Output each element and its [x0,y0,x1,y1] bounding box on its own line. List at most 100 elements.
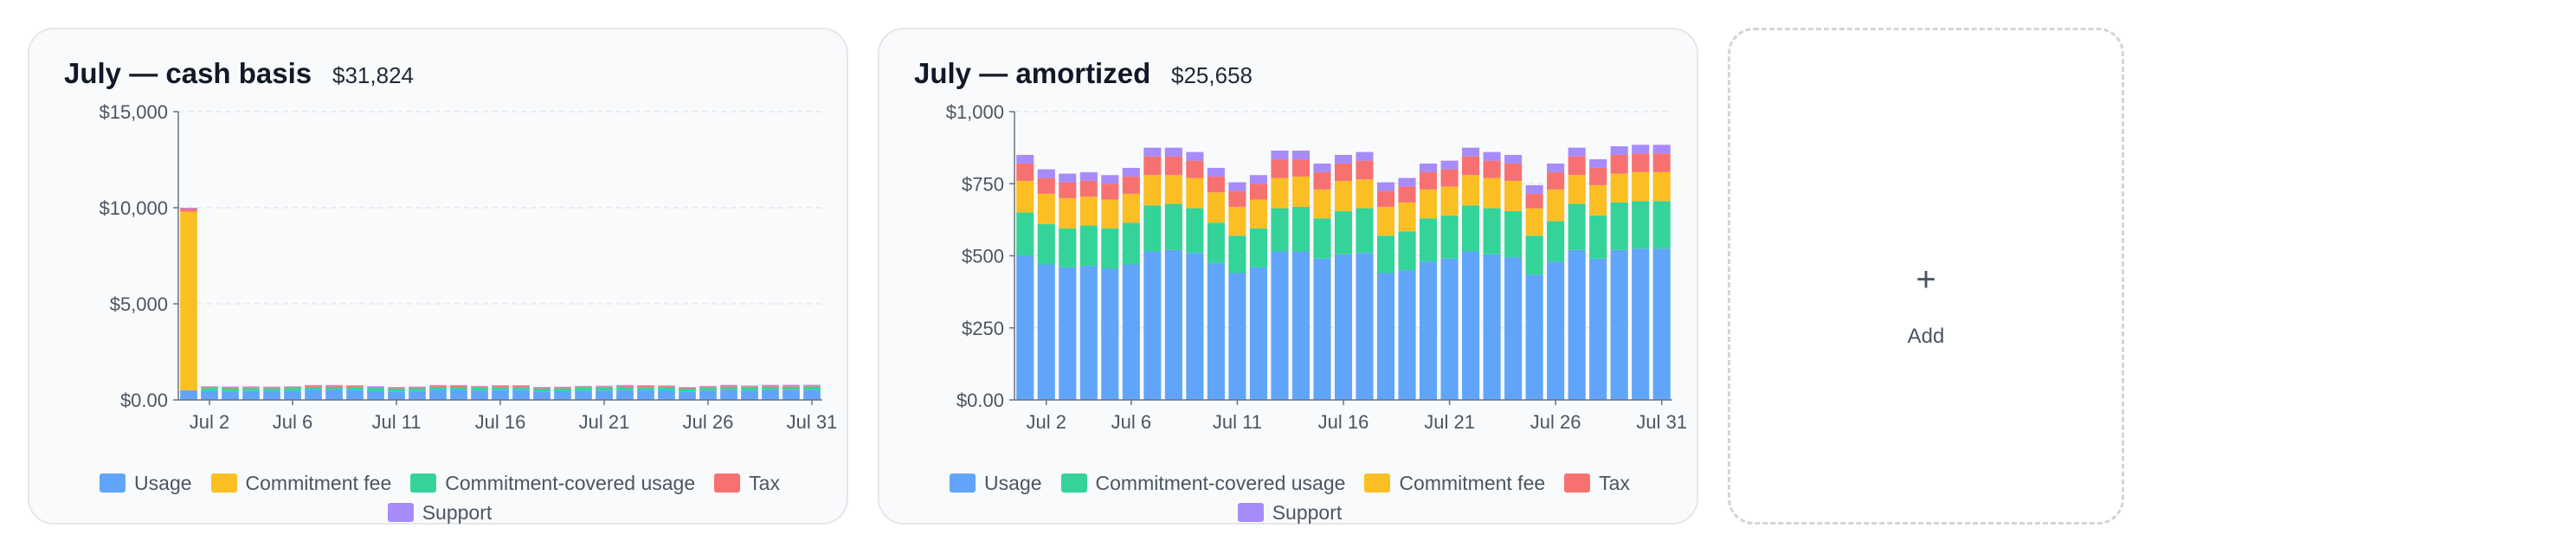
x-tick-label: Jul 2 [190,411,229,433]
bar-segment [1016,154,1034,164]
bar-segment [471,385,488,387]
bar-segment [533,387,551,388]
plus-icon: + [1916,261,1936,299]
bar-segment [658,387,675,391]
bar-segment [367,388,384,391]
bar-segment [637,387,654,390]
bar-segment [1462,156,1480,176]
bar-segment [1016,180,1034,213]
bar-segment [1143,175,1162,206]
bar-segment [305,390,322,400]
bar-segment [1398,202,1416,232]
legend-item[interactable]: Tax [1564,471,1630,495]
bar-segment [1610,145,1628,155]
legend-item[interactable]: Support [1237,500,1342,525]
legend-item[interactable]: Usage [950,471,1042,495]
bar-segment [533,391,551,400]
bar-segment [1271,251,1289,400]
bar-segment [1228,206,1246,236]
bar-segment [741,390,758,400]
legend-item[interactable]: Commitment fee [210,471,391,495]
bar-segment [575,390,592,400]
bar-segment [388,387,405,389]
bar-segment [720,385,737,387]
legend-item[interactable]: Support [387,500,492,525]
bar-segment [1291,251,1311,400]
x-tick-label: Jul 6 [273,411,312,433]
bar-segment [1207,176,1225,193]
bar-segment [471,387,488,391]
bar-segment [1589,167,1607,185]
legend-swatch [714,473,741,493]
bar-segment [346,387,364,390]
bar-segment [1079,225,1098,267]
bar-segment [492,385,509,388]
bar-segment [1079,266,1098,400]
bar-segment [1547,189,1565,222]
bar-segment [596,386,613,388]
legend-item[interactable]: Usage [100,471,192,495]
y-tick-label: $15,000 [99,101,168,123]
bar-segment [1059,182,1077,198]
bar-segment [1164,175,1182,204]
bar-segment [782,390,800,400]
add-chart-card[interactable]: + Add [1728,28,2124,525]
bar-segment [222,387,239,389]
bar-segment [492,390,509,400]
bar-segment [429,386,447,390]
bar-segment [741,387,758,391]
legend-label: Usage [134,471,192,494]
bar-segment [346,385,364,386]
bar-segment [1547,221,1565,262]
bar-segment [1207,222,1225,263]
bar-segment [450,387,467,390]
bar-segment [201,388,218,391]
y-tick-label: $250 [962,318,1004,339]
bar-segment [1547,171,1565,190]
legend-item[interactable]: Commitment-covered usage [1060,471,1346,495]
bar-segment [1059,228,1077,267]
legend-item[interactable]: Commitment-covered usage [410,471,695,495]
bar-segment [512,385,530,386]
bar-segment [1356,253,1374,400]
legend-swatch [100,473,126,493]
legend-label: Commitment fee [1399,471,1546,494]
bar-segment [1504,210,1523,258]
legend-label: Usage [984,471,1042,494]
bar-segment [658,390,675,400]
bar-segment [762,384,779,386]
bar-segment [1207,262,1225,400]
x-tick-label: Jul 2 [1027,411,1066,433]
x-tick-label: Jul 21 [1424,411,1475,433]
bar-segment [1440,258,1459,400]
bar-segment [1568,203,1586,250]
y-tick-label: $1,000 [946,101,1004,123]
x-tick-label: Jul 21 [579,411,630,433]
bar-segment [1122,264,1140,400]
bar-segment [325,390,343,400]
bar-segment [679,391,696,400]
bar-segment [803,386,821,390]
bar-segment [596,387,613,391]
bar-segment [201,386,218,388]
bar-segment [180,209,197,212]
bar-segment [1186,160,1204,178]
legend-item[interactable]: Tax [714,471,780,495]
bar-segment [1462,205,1480,252]
y-tick-label: $750 [962,173,1004,195]
bar-segment [575,387,592,391]
bar-segment [1228,235,1246,274]
bar-segment [1271,208,1289,252]
bar-segment [637,385,654,388]
legend-item[interactable]: Commitment fee [1364,471,1545,495]
bar-segment [1101,184,1119,200]
bar-segment [616,385,634,387]
bar-segment [1164,156,1182,176]
bar-segment [1525,193,1543,209]
bar-segment [492,387,509,390]
bar-segment [1122,176,1140,194]
bar-segment [1440,169,1459,187]
bar-segment [388,388,405,392]
y-tick-label: $10,000 [99,197,168,219]
legend-label: Commitment-covered usage [1095,471,1346,494]
